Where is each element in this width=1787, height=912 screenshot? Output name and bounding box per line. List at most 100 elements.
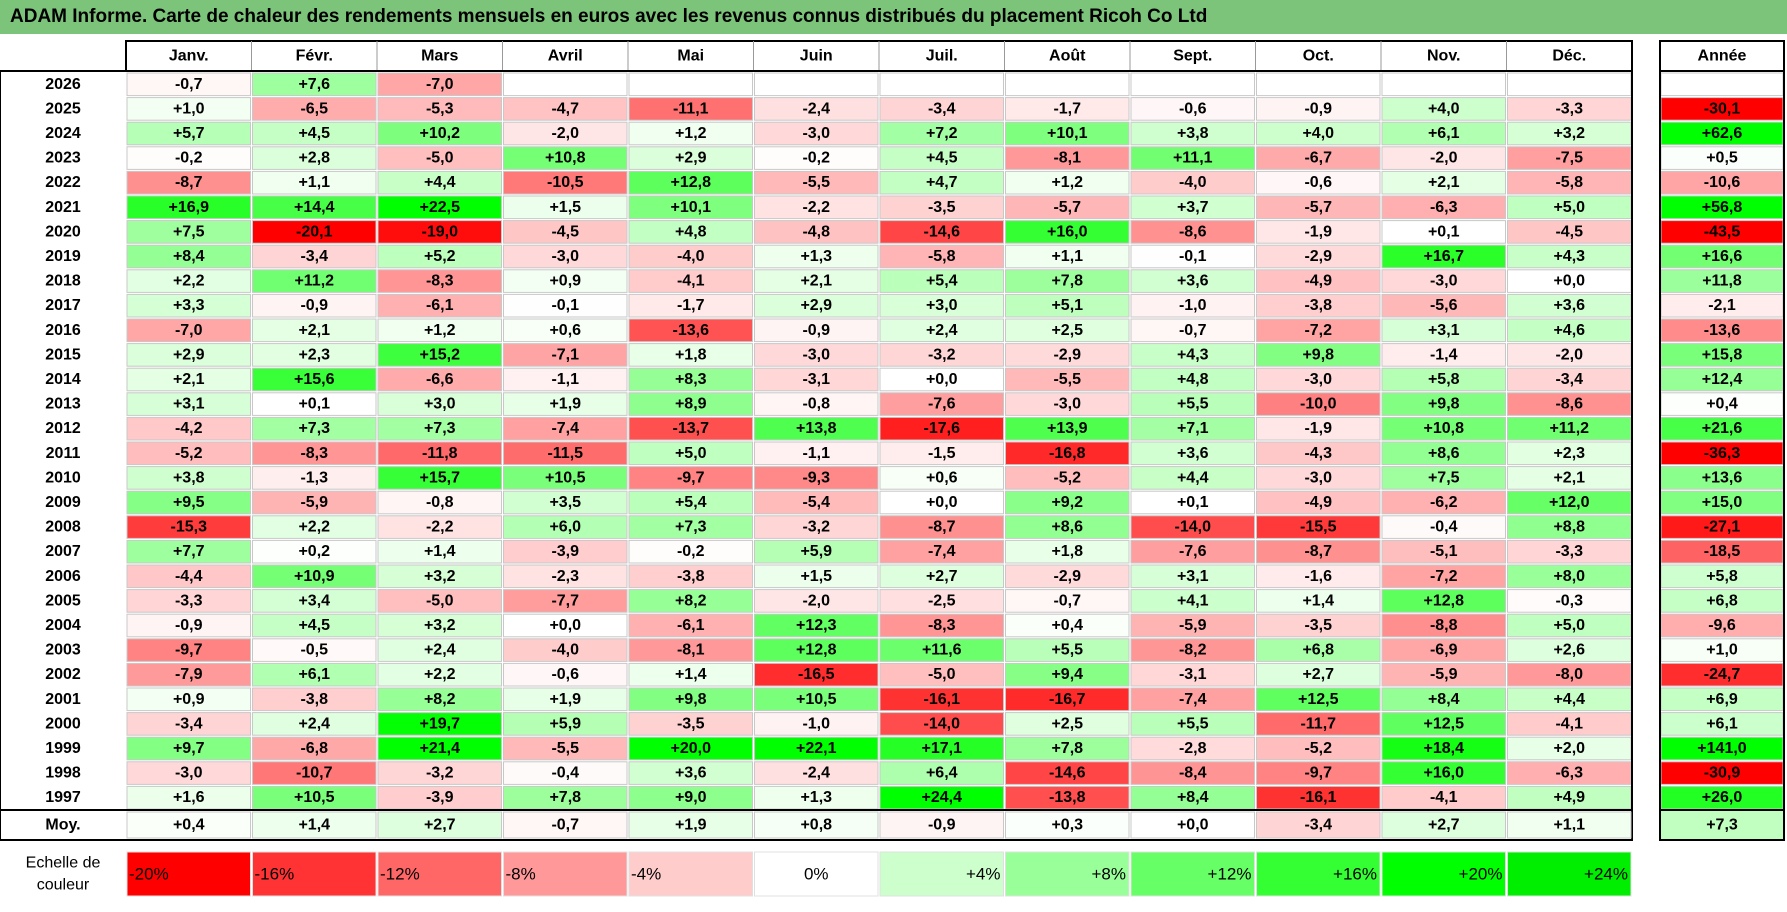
cell-value: -0,8 xyxy=(802,396,830,413)
average-value: +2,7 xyxy=(424,817,456,834)
cell-value: -2,4 xyxy=(802,100,830,117)
heatmap-cell xyxy=(1256,269,1381,293)
cell-value: -13,7 xyxy=(673,420,710,437)
heatmap-cell xyxy=(1005,220,1130,244)
scale-swatch xyxy=(1005,851,1130,897)
cell-value: -3,0 xyxy=(802,125,830,142)
annual-value: -27,1 xyxy=(1704,519,1741,536)
cell-value: +5,7 xyxy=(173,125,205,142)
scale-label-value: +24% xyxy=(1584,865,1628,884)
cell-value: +15,6 xyxy=(294,371,335,388)
average-value: +1,9 xyxy=(675,817,707,834)
heatmap-cell xyxy=(126,367,251,392)
cell-value: +4,3 xyxy=(1553,248,1585,265)
cell-value: -4,9 xyxy=(1304,273,1332,290)
cell-value: -5,1 xyxy=(1430,543,1458,560)
cell-value: -2,4 xyxy=(802,765,830,782)
heatmap-cell xyxy=(1381,72,1506,97)
heatmap-cell xyxy=(1130,269,1255,293)
cell-value: +8,8 xyxy=(1553,519,1585,536)
heatmap-cell xyxy=(879,416,1004,441)
heatmap-cell xyxy=(628,712,753,736)
cell-value: +0,6 xyxy=(926,469,958,486)
year-label: 1999 xyxy=(45,740,81,757)
cell-value: +8,4 xyxy=(1428,691,1460,708)
cell-value: -0,9 xyxy=(802,322,830,339)
scale-swatch xyxy=(1507,851,1632,897)
heatmap-cell xyxy=(503,367,628,392)
heatmap-cell xyxy=(1130,416,1255,441)
heatmap-cell xyxy=(252,343,377,367)
year-label: 2011 xyxy=(46,445,81,462)
heatmap-cell xyxy=(754,638,879,662)
cell-value: -4,7 xyxy=(551,100,579,117)
heatmap-cell xyxy=(252,293,377,318)
heatmap-cell xyxy=(252,367,377,392)
cell-value: +1,3 xyxy=(800,248,832,265)
heatmap-cell xyxy=(126,392,251,416)
heatmap-cell xyxy=(1381,539,1506,564)
heatmap-cell xyxy=(503,539,628,564)
heatmap-cell xyxy=(1005,490,1130,515)
heatmap-cell xyxy=(879,687,1004,712)
cell-value: +3,1 xyxy=(1177,568,1209,585)
heatmap-cell xyxy=(503,269,628,293)
scale-swatch xyxy=(1256,851,1381,897)
heatmap-cell xyxy=(879,736,1004,761)
cell-value: -1,1 xyxy=(802,445,830,462)
heatmap-cell xyxy=(1381,761,1506,785)
heatmap-cell xyxy=(1005,564,1130,589)
heatmap-cell xyxy=(126,441,251,466)
heatmap-cell xyxy=(628,367,753,392)
heatmap-cell xyxy=(1256,589,1381,613)
cell-value: -7,9 xyxy=(175,666,203,683)
heatmap-cell xyxy=(377,441,502,466)
cell-value: +3,3 xyxy=(173,297,205,314)
cell-value: -13,8 xyxy=(1049,789,1086,806)
cell-value: +3,2 xyxy=(424,568,456,585)
column-header: Mai xyxy=(677,48,704,65)
heatmap-cell xyxy=(754,220,879,244)
cell-value: -1,7 xyxy=(1053,100,1081,117)
heatmap-cell xyxy=(1507,72,1632,97)
heatmap-cell xyxy=(377,269,502,293)
cell-value: -2,5 xyxy=(928,592,956,609)
heatmap-cell xyxy=(754,72,879,97)
column-header: Nov. xyxy=(1427,48,1460,65)
heatmap-cell xyxy=(1381,441,1506,466)
heatmap-cell xyxy=(1381,589,1506,613)
year-label: 2022 xyxy=(45,174,81,191)
cell-value: -7,4 xyxy=(1179,691,1207,708)
scale-label-value: +4% xyxy=(966,865,1001,884)
cell-value: +4,6 xyxy=(1553,322,1585,339)
cell-value: +6,1 xyxy=(298,666,330,683)
average-cell xyxy=(1256,811,1381,839)
average-value: +0,3 xyxy=(1051,817,1083,834)
heatmap-cell xyxy=(754,97,879,121)
annual-value: +0,4 xyxy=(1706,396,1738,413)
cell-value: +2,3 xyxy=(298,346,330,363)
heatmap-cell xyxy=(1130,564,1255,589)
cell-value: -7,0 xyxy=(175,322,203,339)
average-cell xyxy=(126,811,251,839)
heatmap-cell xyxy=(1005,662,1130,687)
heatmap-cell xyxy=(1381,220,1506,244)
heatmap-cell xyxy=(503,170,628,195)
heatmap-cell xyxy=(754,662,879,687)
heatmap-cell xyxy=(1130,515,1255,539)
annual-value: -24,7 xyxy=(1704,666,1741,683)
scale-label-value: -8% xyxy=(506,865,536,884)
scale-swatch xyxy=(126,851,251,897)
heatmap-cell xyxy=(1005,416,1130,441)
cell-value: +0,6 xyxy=(549,322,581,339)
cell-value: +5,4 xyxy=(926,273,958,290)
heatmap-cell xyxy=(1005,761,1130,785)
cell-value: +8,0 xyxy=(1553,568,1585,585)
cell-value: -8,4 xyxy=(1179,765,1207,782)
cell-value: +4,9 xyxy=(1553,789,1585,806)
cell-value: +1,1 xyxy=(1051,248,1083,265)
cell-value: +20,0 xyxy=(671,740,712,757)
heatmap-cell xyxy=(879,170,1004,195)
heatmap-cell xyxy=(1130,146,1255,170)
heatmap-cell xyxy=(377,146,502,170)
